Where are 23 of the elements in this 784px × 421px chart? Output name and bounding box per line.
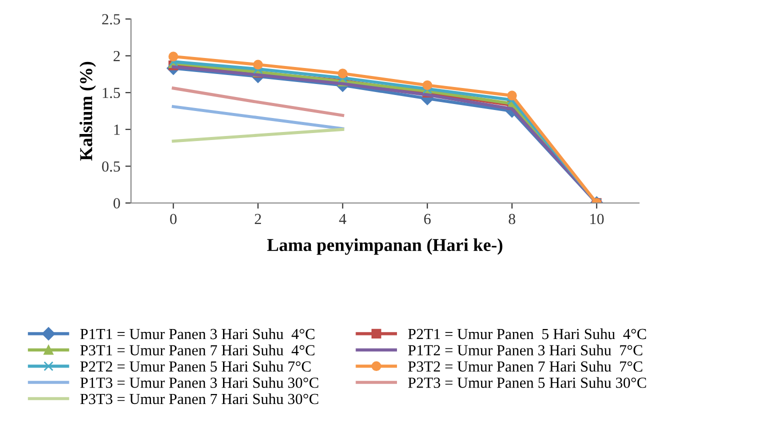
legend-label: P3T1 = Umur Panen 7 Hari Suhu 4°C (80, 344, 314, 356)
legend-label: P2T2 = Umur Panen 5 Hari Suhu 7°C (80, 360, 311, 372)
y-tick-label: 0 (114, 198, 120, 208)
legend-label: P3T3 = Umur Panen 7 Hari Suhu 30°C (80, 393, 318, 404)
x-tick-label: 0 (170, 214, 177, 224)
x-tick-label: 6 (424, 214, 431, 224)
y-tick-label: 0.5 (102, 161, 120, 172)
y-axis-title: Kalsium (%) (80, 62, 96, 161)
x-axis-title: Lama penyimpanan (Hari ke-) (267, 238, 502, 255)
legend-label: P3T2 = Umur Panen 7 Hari Suhu 7°C (408, 360, 642, 372)
legend-label: P1T3 = Umur Panen 3 Hari Suhu 30°C (80, 377, 318, 388)
y-tick-label: 2.5 (102, 14, 120, 25)
y-tick-label: 2 (114, 50, 120, 62)
legend-label: P1T1 = Umur Panen 3 Hari Suhu 4°C (80, 328, 314, 340)
legend-label: P1T2 = Umur Panen 3 Hari Suhu 7°C (408, 344, 642, 356)
legend-label: P2T3 = Umur Panen 5 Hari Suhu 30°C (408, 377, 646, 388)
y-tick-label: 1.5 (102, 88, 120, 98)
x-tick-label: 2 (254, 214, 261, 224)
x-tick-label: 8 (508, 214, 516, 224)
y-tick-label: 1 (114, 124, 120, 135)
x-tick-label: 4 (339, 214, 346, 224)
legend-label: P2T1 = Umur Panen 5 Hari Suhu 4°C (408, 328, 646, 340)
x-tick-label: 10 (590, 214, 604, 224)
